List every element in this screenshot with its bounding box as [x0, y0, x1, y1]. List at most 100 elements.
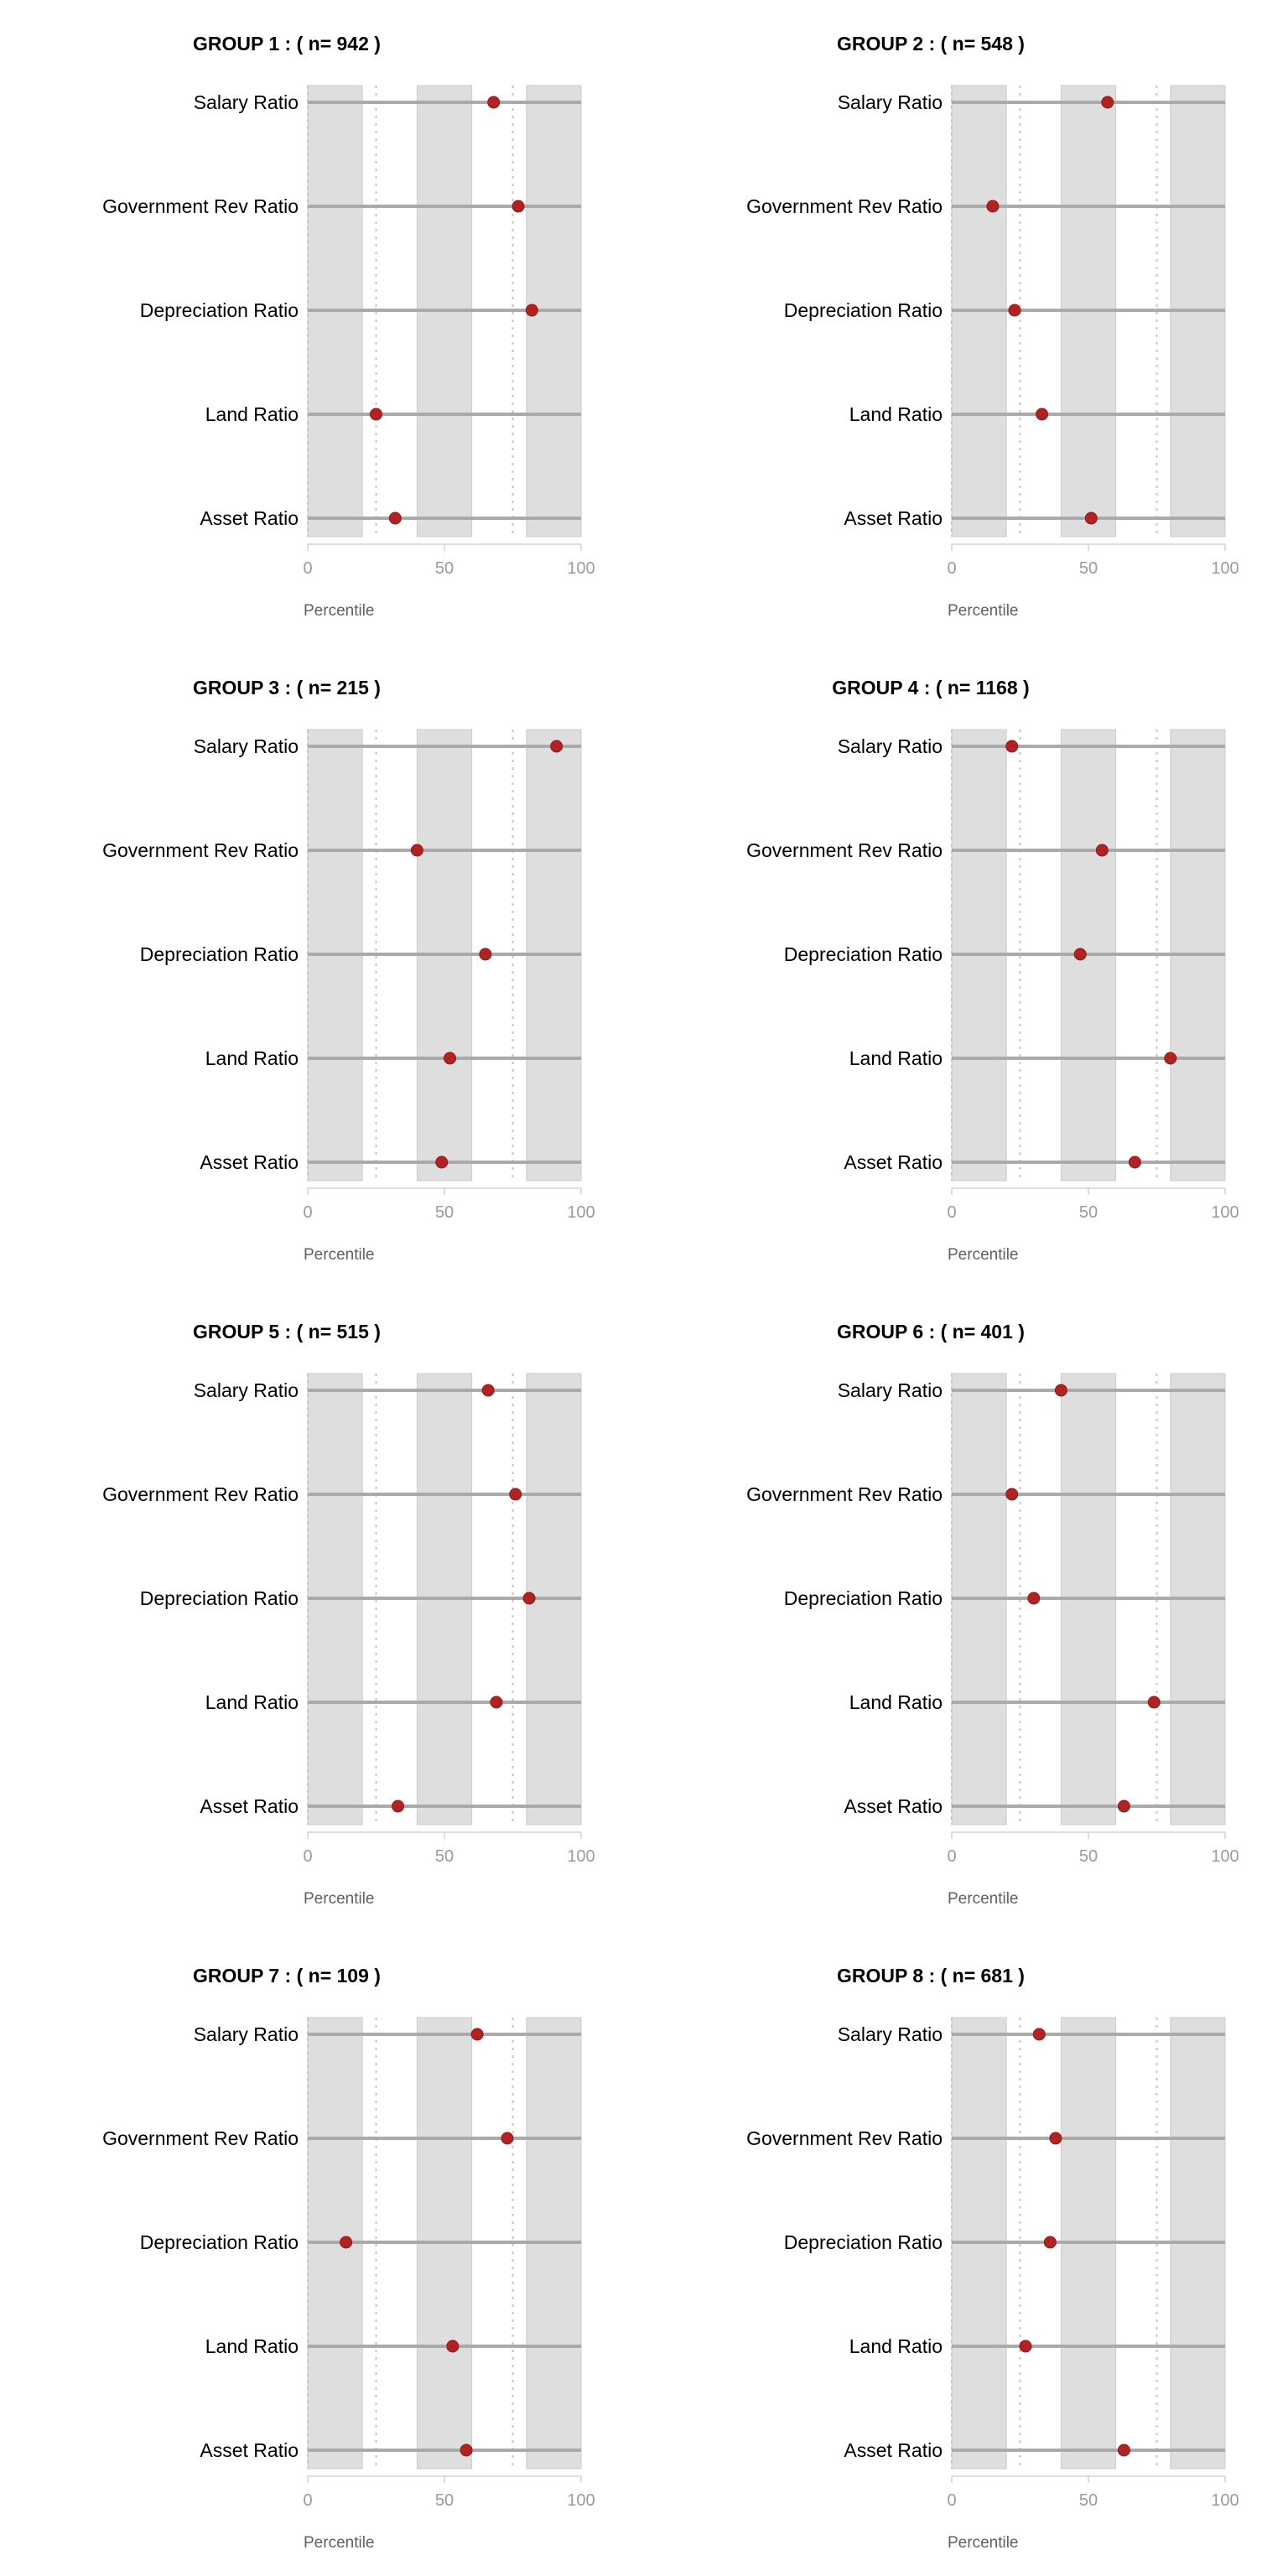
category-label: Salary Ratio — [838, 1379, 943, 1401]
category-label: Government Rev Ratio — [746, 839, 943, 861]
data-point — [1095, 844, 1109, 857]
x-tick-label: 0 — [303, 1847, 312, 1866]
category-label: Depreciation Ratio — [784, 2231, 943, 2253]
data-point — [1019, 2340, 1032, 2353]
chart-panel-4: GROUP 4 : ( n= 1168 ) Salary Ratio Governm… — [746, 677, 1239, 1264]
data-point — [1043, 2236, 1057, 2249]
data-point — [481, 1384, 495, 1397]
x-tick-label: 50 — [435, 2491, 454, 2510]
category-label: Government Rev Ratio — [102, 839, 299, 861]
x-tick-label: 0 — [947, 559, 956, 578]
x-tick-label: 50 — [435, 559, 454, 578]
x-tick-label: 0 — [303, 1203, 312, 1222]
data-point — [490, 1696, 503, 1709]
data-point — [1117, 1800, 1130, 1813]
chart-panel-6: GROUP 6 : ( n= 401 ) Salary Ratio Governme… — [746, 1321, 1239, 1908]
category-label: Asset Ratio — [200, 507, 299, 529]
category-label: Depreciation Ratio — [784, 299, 943, 321]
x-axis-label: Percentile — [948, 1246, 1019, 1264]
x-tick-label: 50 — [435, 1203, 454, 1222]
data-point — [1073, 948, 1087, 961]
chart-panel-2: GROUP 2 : ( n= 548 ) Salary Ratio Governme… — [746, 33, 1239, 620]
x-tick-label: 50 — [435, 1847, 454, 1866]
data-point — [470, 2028, 484, 2041]
x-axis-label: Percentile — [304, 1890, 375, 1908]
category-label: Salary Ratio — [194, 735, 299, 757]
x-tick-label: 50 — [1079, 2491, 1098, 2510]
data-point — [392, 1800, 405, 1813]
category-label: Land Ratio — [205, 2335, 299, 2357]
x-axis-label: Percentile — [304, 2534, 375, 2552]
category-label: Asset Ratio — [844, 1795, 943, 1817]
data-point — [479, 948, 492, 961]
category-label: Government Rev Ratio — [746, 2127, 943, 2149]
data-point — [550, 740, 564, 753]
data-point — [435, 1156, 449, 1169]
chart-title: GROUP 8 : ( n= 681 ) — [837, 1965, 1025, 1987]
category-label: Land Ratio — [849, 2335, 943, 2357]
chart-panel-3: GROUP 3 : ( n= 215 ) Salary Ratio Governme… — [102, 677, 595, 1264]
data-point — [1117, 2444, 1130, 2457]
chart-title: GROUP 7 : ( n= 109 ) — [193, 1965, 381, 1987]
category-label: Depreciation Ratio — [784, 1587, 943, 1609]
data-point — [522, 1592, 536, 1605]
data-point — [525, 304, 538, 317]
data-point — [460, 2444, 473, 2457]
category-label: Salary Ratio — [838, 91, 943, 113]
category-label: Land Ratio — [849, 1047, 943, 1069]
data-point — [1032, 2028, 1046, 2041]
x-tick-label: 50 — [1079, 559, 1098, 578]
category-label: Asset Ratio — [200, 1151, 299, 1173]
category-label: Land Ratio — [849, 1691, 943, 1713]
data-point — [1005, 740, 1019, 753]
data-point — [388, 512, 402, 525]
chart-title: GROUP 1 : ( n= 942 ) — [193, 33, 381, 55]
category-label: Depreciation Ratio — [140, 299, 299, 321]
data-point — [509, 1488, 522, 1501]
data-point — [1128, 1156, 1141, 1169]
category-label: Government Rev Ratio — [102, 2127, 299, 2149]
data-point — [340, 2236, 353, 2249]
category-label: Government Rev Ratio — [102, 1483, 299, 1505]
category-label: Asset Ratio — [844, 2439, 943, 2461]
data-point — [512, 200, 525, 213]
category-label: Salary Ratio — [194, 91, 299, 113]
data-point — [446, 2340, 460, 2353]
data-point — [1147, 1696, 1161, 1709]
data-point — [1005, 1488, 1019, 1501]
x-tick-label: 100 — [567, 1203, 595, 1222]
data-point — [1054, 1384, 1067, 1397]
category-label: Depreciation Ratio — [140, 2231, 299, 2253]
category-label: Salary Ratio — [838, 735, 943, 757]
x-tick-label: 100 — [1211, 559, 1239, 578]
category-label: Depreciation Ratio — [140, 1587, 299, 1609]
chart-panel-1: GROUP 1 : ( n= 942 ) Salary Ratio Governme… — [102, 33, 595, 620]
x-axis-label: Percentile — [948, 1890, 1019, 1908]
category-label: Salary Ratio — [838, 2023, 943, 2045]
x-tick-label: 100 — [567, 559, 595, 578]
data-point — [444, 1052, 457, 1065]
category-label: Asset Ratio — [844, 1151, 943, 1173]
data-point — [1027, 1592, 1041, 1605]
category-label: Asset Ratio — [200, 2439, 299, 2461]
chart-title: GROUP 3 : ( n= 215 ) — [193, 677, 381, 699]
data-point — [1164, 1052, 1177, 1065]
chart-panel-8: GROUP 8 : ( n= 681 ) Salary Ratio Governme… — [746, 1965, 1239, 2552]
data-point — [410, 844, 423, 857]
category-label: Salary Ratio — [194, 2023, 299, 2045]
data-point — [501, 2132, 514, 2145]
x-tick-label: 0 — [303, 559, 312, 578]
chart-panel-5: GROUP 5 : ( n= 515 ) Salary Ratio Governme… — [102, 1321, 595, 1908]
category-label: Salary Ratio — [194, 1379, 299, 1401]
x-axis-label: Percentile — [948, 602, 1019, 620]
x-axis-label: Percentile — [304, 602, 375, 620]
chart-title: GROUP 5 : ( n= 515 ) — [193, 1321, 381, 1343]
category-label: Depreciation Ratio — [784, 943, 943, 965]
x-tick-label: 100 — [1211, 1847, 1239, 1866]
chart-panel-7: GROUP 7 : ( n= 109 ) Salary Ratio Governme… — [102, 1965, 595, 2552]
chart-title: GROUP 2 : ( n= 548 ) — [837, 33, 1025, 55]
data-point — [370, 408, 382, 421]
data-point — [1084, 512, 1098, 525]
category-label: Government Rev Ratio — [746, 195, 943, 217]
